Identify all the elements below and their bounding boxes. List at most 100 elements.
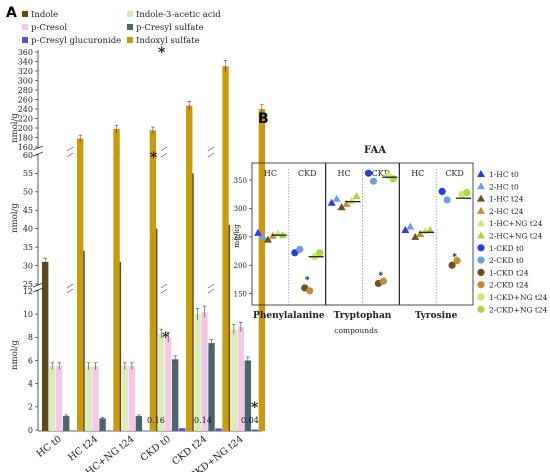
tick-label-a-top-0: 360 <box>18 48 33 57</box>
point-0-ckd-1 <box>296 245 304 253</box>
legend-label-b-5: 2-HC+NG t24 <box>489 232 543 241</box>
compound-label-1: Tryptophan <box>334 311 392 321</box>
legend-label-a-5: Indoxyl sulfate <box>136 36 200 46</box>
bar-3-1 <box>99 418 106 431</box>
legend-marker-b-9 <box>477 281 485 289</box>
legend-label-a-0: Indole <box>31 10 58 20</box>
tick-label-a-bot-2: 8 <box>28 333 33 342</box>
tick-label-b-0: 350 <box>234 177 247 185</box>
tick-label-a-mid-0: 60 <box>23 151 33 160</box>
tick-label-a-mid-6: 30 <box>23 261 33 270</box>
panel-b-legend: 1-HC t0 2-HC t0 1-HC t24 2-HC t24 1-HC+NG t2… <box>477 170 548 314</box>
group-label-hc-2: HC <box>411 169 424 178</box>
panel-a-ylabel-bottom: nmol/g <box>10 340 20 370</box>
break-mark-a-1-2 <box>32 287 44 293</box>
legend-marker-b-5 <box>477 231 485 239</box>
star-pcs-ckd-t24: * <box>162 330 170 346</box>
star-pcg-ckd-ng-t24: * <box>251 400 259 416</box>
bar-2-0 <box>56 366 63 431</box>
legend-marker-b-8 <box>477 268 485 276</box>
tick-label-a-bot-5: 2 <box>28 403 33 412</box>
legend-marker-b-2 <box>477 194 485 202</box>
panel-b-title: FAA <box>364 145 386 156</box>
point-1-ckd-5 <box>389 175 397 183</box>
bar-3-0 <box>63 416 70 431</box>
panel-a-bars <box>42 60 266 432</box>
tick-label-a-mid-3: 45 <box>23 206 33 215</box>
bar-1-3 <box>158 333 165 431</box>
bar-5-0 <box>77 138 84 431</box>
bar-3-4 <box>208 343 215 431</box>
break-mark-bar-1-3b <box>207 288 215 294</box>
point-1-hc-3 <box>342 199 351 207</box>
tick-label-a-bot-3: 6 <box>28 356 33 365</box>
category-label-1: HC t24 <box>66 434 100 464</box>
point-2-hc-1 <box>406 222 415 230</box>
tick-label-a-top-2: 320 <box>18 67 33 76</box>
point-1-ckd-3 <box>379 277 387 285</box>
tick-label-a-mid-1: 55 <box>23 169 33 178</box>
legend-label-b-2: 1-HC t24 <box>489 195 524 204</box>
legend-label-b-3: 2-HC t24 <box>489 207 524 216</box>
tick-label-a-top-9: 180 <box>18 133 33 142</box>
point-1-ckd-0 <box>364 169 373 177</box>
bar-5-2 <box>149 130 157 431</box>
legend-label-b-0: 1-HC t0 <box>489 170 519 179</box>
point-1-ckd-1 <box>369 177 378 185</box>
tick-label-a-bot-1: 10 <box>23 310 33 319</box>
bar-5-5 <box>258 109 266 431</box>
point-2-ckd-3 <box>453 257 461 265</box>
bar-4-4 <box>215 428 222 431</box>
bar-2-4 <box>201 311 208 431</box>
legend-swatch-a-1 <box>127 11 133 17</box>
break-mark-bar-1-0a <box>66 283 74 289</box>
bar-4-5 <box>251 429 259 431</box>
panel-b-axes: 350 300 250 200 150 HC CKD Phenylalanine HC CKD Tr… <box>234 162 474 321</box>
point-0-hc-1 <box>258 232 267 240</box>
legend-label-b-7: 2-CKD t0 <box>489 256 524 265</box>
break-mark-bar-1-2a <box>160 283 168 289</box>
point-0-ckd-5 <box>316 249 324 257</box>
break-mark-bar-0-3b <box>207 152 215 158</box>
bar-2-1 <box>92 366 99 431</box>
category-label-0: HC t0 <box>35 434 64 460</box>
legend-swatch-a-5 <box>127 37 133 43</box>
point-2-hc-0 <box>401 226 410 234</box>
legend-label-a-1: Indole-3-acetic acid <box>136 10 221 20</box>
annotation-ckd-t0: 0.16 <box>147 416 165 425</box>
bar-3-3 <box>172 359 179 431</box>
legend-marker-b-4 <box>477 219 485 227</box>
category-label-3: CKD t0 <box>139 434 173 464</box>
group-label-hc-1: HC <box>338 169 351 178</box>
tick-label-a-top-8: 200 <box>18 124 33 133</box>
legend-marker-b-11 <box>477 305 485 313</box>
point-2-hc-5 <box>426 226 435 234</box>
legend-swatch-a-3 <box>127 24 133 30</box>
bar-5-4 <box>222 66 229 431</box>
bar-4-3 <box>179 428 186 431</box>
tick-label-a-mid-7: 25 <box>23 280 33 289</box>
annotation-ckd-t24: 0.14 <box>194 416 212 425</box>
tick-label-a-top-6: 240 <box>18 105 33 114</box>
panel-a-ylabel-mid: nmol/g <box>10 203 20 233</box>
point-0-ckd-3 <box>306 287 314 295</box>
break-mark-bar-1-3a <box>207 283 215 289</box>
compound-label-0: Phenylalanine <box>253 311 325 321</box>
break-mark-a-0-1 <box>32 145 44 151</box>
panel-b-ylabel: mg/kg <box>232 224 241 248</box>
bar-3-5 <box>244 360 252 431</box>
bar-1-5 <box>230 329 238 431</box>
break-mark-a-0-2 <box>32 151 44 157</box>
legend-marker-b-6 <box>477 244 485 252</box>
tick-label-a-top-3: 300 <box>18 76 33 85</box>
group-label-ckd-1: CKD <box>372 169 391 178</box>
tick-label-b-3: 200 <box>234 262 247 270</box>
tick-label-a-top-10: 160 <box>18 143 33 152</box>
bar-5-1 <box>113 128 120 431</box>
legend-label-b-4: 1-HC+NG t24 <box>489 219 543 228</box>
tick-label-a-top-1: 340 <box>18 57 33 66</box>
break-mark-bar-0-0a <box>66 146 74 152</box>
point-1-hc-1 <box>332 194 341 202</box>
compound-label-2: Tyrosine <box>415 311 458 321</box>
